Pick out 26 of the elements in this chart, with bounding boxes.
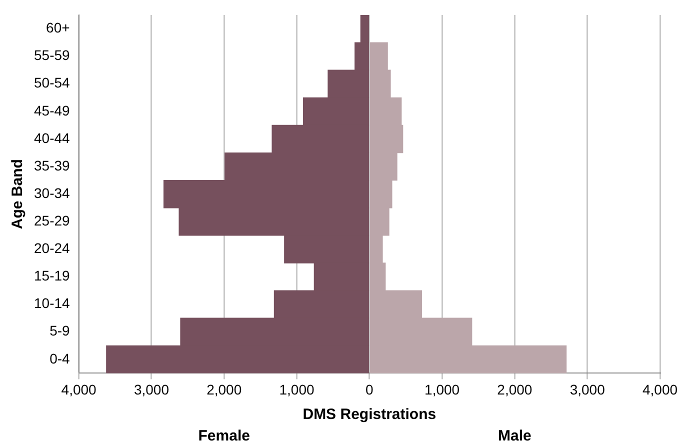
x-tick-label: 2,000 xyxy=(206,381,242,398)
x-tick-label: 4,000 xyxy=(61,381,97,398)
y-axis-title: Age Band xyxy=(9,159,26,230)
y-tick-label: 15-19 xyxy=(34,268,70,284)
text: Male xyxy=(498,428,532,445)
x-tick-label: 3,000 xyxy=(570,381,606,398)
text: Female xyxy=(198,428,250,445)
y-tick-label: 25-29 xyxy=(34,212,70,229)
y-tick-label: 45-49 xyxy=(34,102,70,118)
y-tick-label: 55-59 xyxy=(34,47,70,64)
y-tick-label: 0-4 xyxy=(50,350,70,366)
x-tick-label: 3,000 xyxy=(134,381,170,398)
x-tick-label: 1,000 xyxy=(424,381,460,398)
y-tick-label: 60+ xyxy=(46,20,70,36)
y-tick-label: 10-14 xyxy=(34,295,70,312)
x-tick-label: 4,000 xyxy=(642,381,678,398)
y-tick-label: 50-54 xyxy=(34,74,70,91)
x-axis-title: DMS Registrations xyxy=(302,406,436,424)
y-tick-label: 40-44 xyxy=(34,130,70,146)
y-tick-label: 35-39 xyxy=(34,157,70,174)
x-tick-label: 1,000 xyxy=(279,381,314,398)
y-tick-label: 30-34 xyxy=(34,184,70,201)
x-tick-label: 2,000 xyxy=(497,381,532,398)
y-tick-label: 20-24 xyxy=(34,240,70,256)
y-tick-label: 5-9 xyxy=(50,322,70,339)
x-tick-label: 0 xyxy=(366,381,374,398)
